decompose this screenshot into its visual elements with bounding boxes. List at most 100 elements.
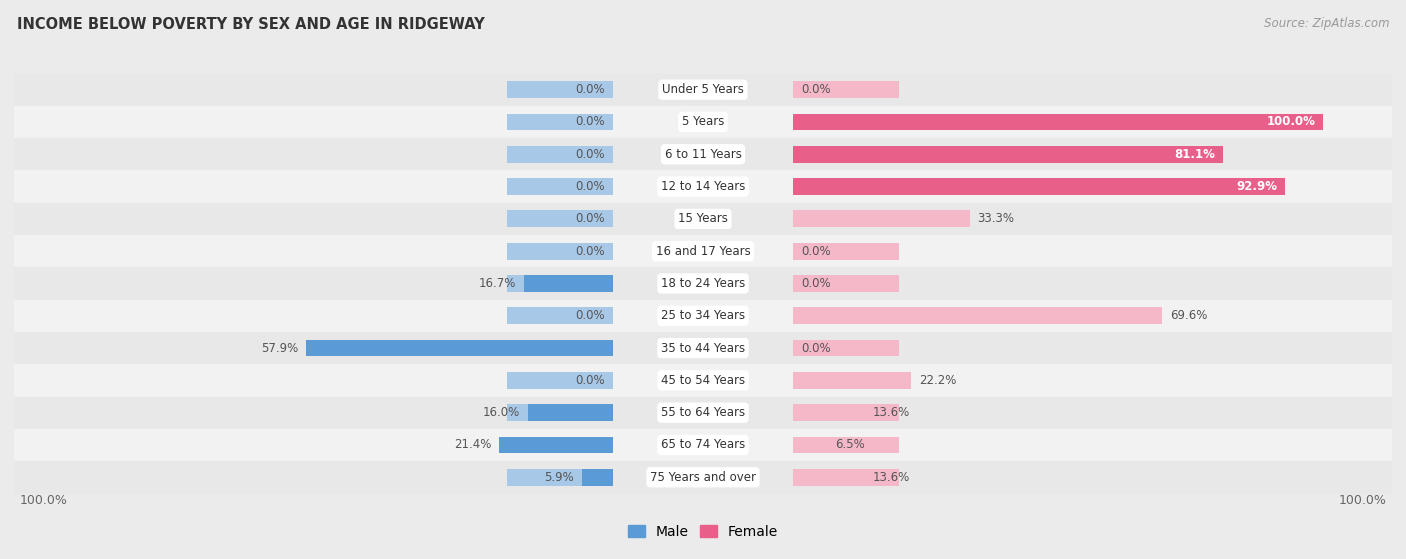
- Bar: [14, 74, 1392, 106]
- Bar: [508, 211, 613, 228]
- Bar: [499, 437, 613, 453]
- Bar: [508, 178, 613, 195]
- Bar: [14, 235, 1392, 267]
- Bar: [529, 404, 613, 421]
- Bar: [793, 146, 898, 163]
- Text: 0.0%: 0.0%: [801, 277, 831, 290]
- Bar: [793, 275, 898, 292]
- Text: 0.0%: 0.0%: [575, 309, 605, 323]
- Text: 100.0%: 100.0%: [20, 494, 67, 507]
- Bar: [508, 146, 613, 163]
- Text: 5.9%: 5.9%: [544, 471, 574, 484]
- Text: 12 to 14 Years: 12 to 14 Years: [661, 180, 745, 193]
- Bar: [14, 461, 1392, 494]
- Text: 57.9%: 57.9%: [262, 342, 298, 354]
- Text: 5 Years: 5 Years: [682, 116, 724, 129]
- Text: 45 to 54 Years: 45 to 54 Years: [661, 374, 745, 387]
- Bar: [508, 469, 613, 486]
- Text: 0.0%: 0.0%: [575, 374, 605, 387]
- Text: 22.2%: 22.2%: [918, 374, 956, 387]
- Bar: [582, 469, 613, 486]
- Bar: [793, 372, 911, 389]
- Text: 81.1%: 81.1%: [1174, 148, 1215, 161]
- Bar: [508, 243, 613, 259]
- Bar: [793, 113, 1323, 130]
- Bar: [14, 429, 1392, 461]
- Bar: [793, 178, 898, 195]
- Text: 75 Years and over: 75 Years and over: [650, 471, 756, 484]
- Bar: [14, 364, 1392, 396]
- Bar: [508, 113, 613, 130]
- Text: Under 5 Years: Under 5 Years: [662, 83, 744, 96]
- Bar: [529, 404, 613, 421]
- Text: 35 to 44 Years: 35 to 44 Years: [661, 342, 745, 354]
- Text: 0.0%: 0.0%: [801, 83, 831, 96]
- Text: 13.6%: 13.6%: [873, 406, 910, 419]
- Bar: [508, 81, 613, 98]
- Bar: [793, 469, 865, 486]
- Text: 6 to 11 Years: 6 to 11 Years: [665, 148, 741, 161]
- Text: 0.0%: 0.0%: [575, 212, 605, 225]
- Bar: [14, 267, 1392, 300]
- Text: 16 and 17 Years: 16 and 17 Years: [655, 245, 751, 258]
- Bar: [14, 332, 1392, 364]
- Bar: [524, 275, 613, 292]
- Text: 0.0%: 0.0%: [575, 83, 605, 96]
- Text: 0.0%: 0.0%: [575, 148, 605, 161]
- Text: 55 to 64 Years: 55 to 64 Years: [661, 406, 745, 419]
- Bar: [793, 81, 898, 98]
- Bar: [508, 275, 613, 292]
- Bar: [793, 437, 898, 453]
- Bar: [508, 437, 613, 453]
- Bar: [508, 404, 613, 421]
- Legend: Male, Female: Male, Female: [623, 519, 783, 544]
- Bar: [14, 170, 1392, 203]
- Bar: [307, 340, 613, 357]
- Bar: [14, 396, 1392, 429]
- Text: 18 to 24 Years: 18 to 24 Years: [661, 277, 745, 290]
- Text: 13.6%: 13.6%: [873, 471, 910, 484]
- Text: 0.0%: 0.0%: [575, 245, 605, 258]
- Bar: [793, 146, 1223, 163]
- Text: 16.7%: 16.7%: [479, 277, 516, 290]
- Bar: [508, 307, 613, 324]
- Text: INCOME BELOW POVERTY BY SEX AND AGE IN RIDGEWAY: INCOME BELOW POVERTY BY SEX AND AGE IN R…: [17, 17, 485, 32]
- Text: 0.0%: 0.0%: [575, 116, 605, 129]
- Bar: [582, 469, 613, 486]
- Bar: [307, 340, 613, 357]
- Bar: [499, 437, 613, 453]
- Text: 100.0%: 100.0%: [1267, 116, 1315, 129]
- Bar: [793, 243, 898, 259]
- Bar: [793, 372, 898, 389]
- Bar: [793, 307, 898, 324]
- Text: 25 to 34 Years: 25 to 34 Years: [661, 309, 745, 323]
- Bar: [14, 106, 1392, 138]
- Bar: [793, 211, 970, 228]
- Bar: [793, 113, 898, 130]
- Text: 0.0%: 0.0%: [801, 342, 831, 354]
- Text: 33.3%: 33.3%: [977, 212, 1015, 225]
- Bar: [14, 138, 1392, 170]
- Text: 69.6%: 69.6%: [1170, 309, 1208, 323]
- Bar: [793, 404, 865, 421]
- Text: 21.4%: 21.4%: [454, 438, 492, 452]
- Bar: [793, 404, 898, 421]
- Bar: [14, 203, 1392, 235]
- Text: 0.0%: 0.0%: [575, 180, 605, 193]
- Bar: [793, 211, 898, 228]
- Text: 16.0%: 16.0%: [482, 406, 520, 419]
- Text: 92.9%: 92.9%: [1236, 180, 1278, 193]
- Text: 15 Years: 15 Years: [678, 212, 728, 225]
- Bar: [508, 372, 613, 389]
- Bar: [793, 469, 898, 486]
- Text: 0.0%: 0.0%: [801, 245, 831, 258]
- Bar: [793, 340, 898, 357]
- Bar: [14, 300, 1392, 332]
- Bar: [524, 275, 613, 292]
- Text: 100.0%: 100.0%: [1339, 494, 1386, 507]
- Bar: [508, 340, 613, 357]
- Bar: [793, 178, 1285, 195]
- Text: Source: ZipAtlas.com: Source: ZipAtlas.com: [1264, 17, 1389, 30]
- Text: 6.5%: 6.5%: [835, 438, 865, 452]
- Bar: [793, 307, 1161, 324]
